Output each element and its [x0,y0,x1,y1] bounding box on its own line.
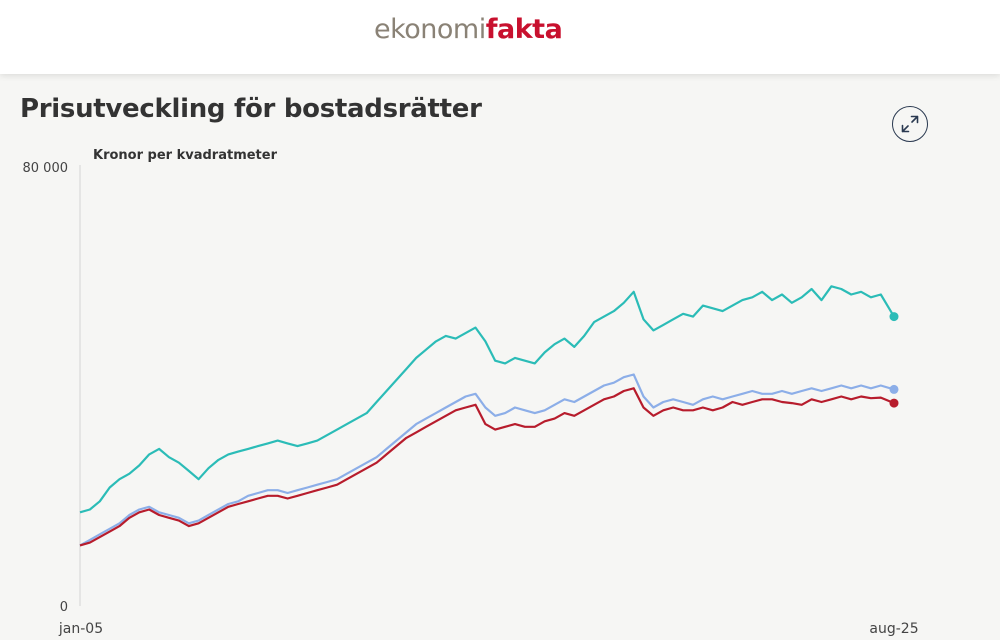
y-axis-title: Kronor per kvadratmeter [93,148,278,163]
expand-button[interactable] [892,106,928,142]
series-end-point-1[interactable] [889,312,899,322]
x-tick-label-end: aug-25 [869,621,918,637]
series-layer [79,285,899,547]
expand-arrows-icon [901,115,919,133]
series-end-point-3[interactable] [889,398,899,408]
y-tick-label-bottom: 0 [60,600,68,615]
ekonomifakta-logo[interactable]: ekonomifakta [374,14,563,45]
y-tick-label-top: 80 000 [23,161,69,176]
series-line-2[interactable] [79,373,895,547]
x-tick-label-start: jan-05 [58,621,103,637]
site-header: ekonomifakta [0,0,1000,74]
series-end-point-2[interactable] [889,384,899,394]
page-title: Prisutveckling för bostadsrätter [20,94,482,124]
price-chart: 80 000 0 Kronor per kvadratmeter jan-05 … [23,148,919,637]
logo-part-fakta: fakta [485,14,563,45]
logo-part-ekonomi: ekonomi [374,14,486,45]
series-line-3[interactable] [79,387,895,547]
series-line-1[interactable] [79,285,895,514]
